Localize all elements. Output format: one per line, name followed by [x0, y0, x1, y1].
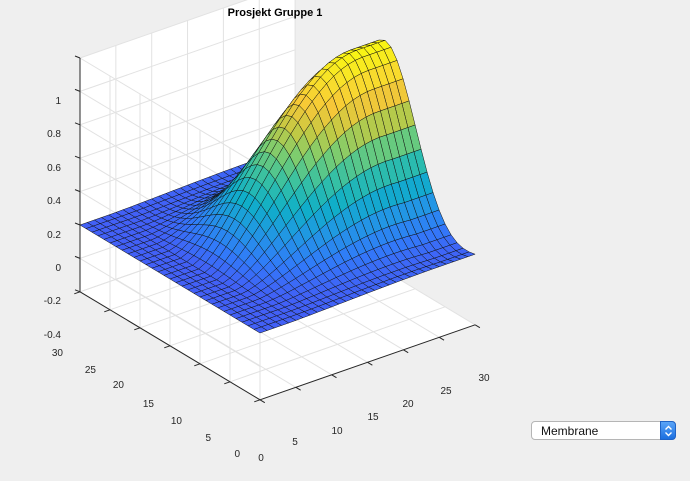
dropdown-arrows-icon[interactable]	[660, 421, 676, 440]
x-tick-label: 15	[367, 412, 379, 423]
y-tick-label: 30	[52, 348, 64, 359]
x-tick-mark	[403, 349, 409, 354]
z-tick-label: 0	[55, 263, 61, 274]
x-tick-mark	[295, 386, 301, 391]
y-tick-label: 25	[85, 365, 97, 376]
grid-line	[79, 0, 248, 59]
x-tick-label: 25	[440, 386, 452, 397]
dropdown-selected-value: Membrane	[541, 424, 599, 438]
z-tick-label: 0.4	[47, 196, 61, 207]
y-tick-label: 20	[113, 380, 125, 391]
z-tick-mark	[74, 155, 81, 159]
grid-line	[79, 49, 296, 126]
y-tick-label: 0	[234, 449, 240, 460]
z-tick-mark	[74, 255, 81, 259]
grid-line	[79, 82, 296, 159]
x-tick-label: 20	[402, 399, 414, 410]
y-tick-mark	[134, 327, 141, 331]
x-tick-mark	[474, 324, 481, 329]
x-tick-label: 30	[478, 373, 490, 384]
z-tick-label: 0.2	[47, 230, 61, 241]
grid-line	[79, 15, 296, 92]
x-tick-mark	[367, 361, 373, 366]
membrane-surface	[79, 39, 476, 334]
z-tick-mark	[74, 122, 81, 126]
plot-title: Prosjekt Gruppe 1	[228, 7, 323, 19]
grid-line	[79, 116, 296, 193]
x-tick-mark	[331, 374, 337, 379]
plot-type-dropdown[interactable]: Membrane	[531, 421, 676, 440]
y-tick-mark	[254, 399, 261, 403]
z-tick-mark	[74, 189, 81, 193]
x-tick-label: 0	[258, 453, 264, 464]
y-tick-label: 10	[171, 416, 183, 427]
surface-patch	[253, 326, 268, 334]
z-tick-mark	[74, 289, 81, 293]
z-tick-label: -0.2	[44, 296, 62, 307]
z-tick-mark	[74, 222, 81, 226]
z-tick-mark	[74, 55, 81, 59]
y-tick-label: 15	[143, 399, 155, 410]
x-tick-mark	[438, 336, 445, 341]
z-tick-label: 0.6	[47, 163, 61, 174]
z-tick-label: 1	[55, 96, 61, 107]
y-tick-mark	[164, 345, 171, 349]
y-tick-mark	[224, 381, 231, 385]
grid-line	[79, 257, 261, 367]
z-tick-label: 0.8	[47, 129, 61, 140]
y-tick-mark	[104, 309, 111, 313]
x-tick-label: 10	[331, 426, 343, 437]
grid-line	[79, 57, 261, 167]
y-tick-label: 5	[205, 433, 211, 444]
axis-ticks	[74, 55, 481, 404]
x-tick-mark	[259, 399, 266, 404]
z-tick-label: -0.4	[44, 330, 62, 341]
y-tick-mark	[74, 291, 81, 295]
z-tick-mark	[74, 88, 81, 92]
x-tick-label: 5	[292, 437, 298, 448]
y-tick-mark	[194, 363, 201, 367]
